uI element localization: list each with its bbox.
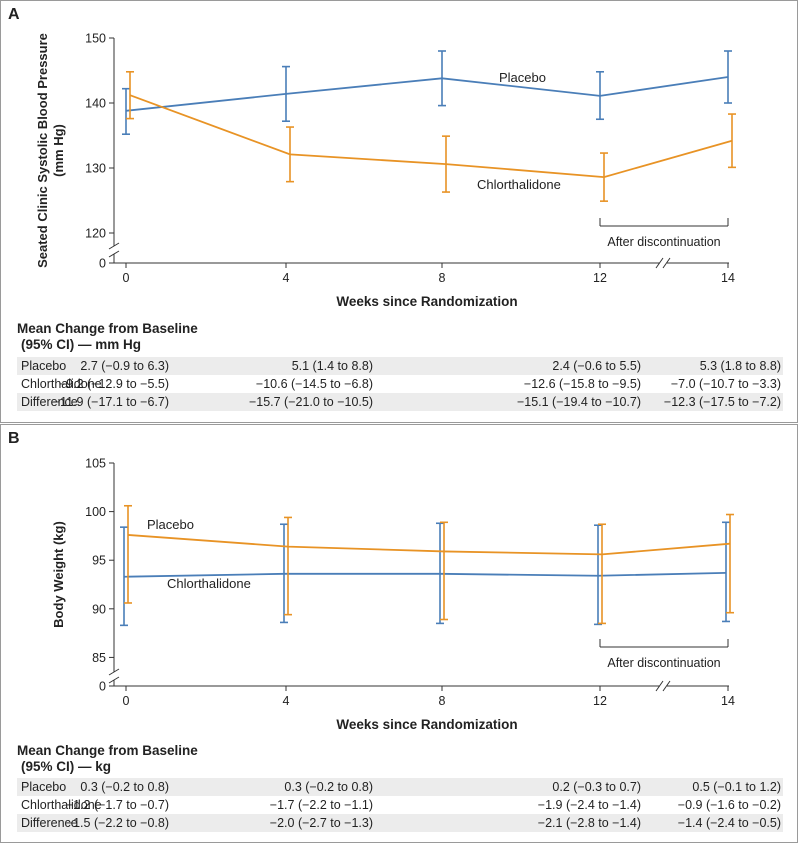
y-tick-label: 120 — [85, 227, 106, 241]
row-label: Difference — [21, 816, 78, 830]
y-tick-label: 105 — [85, 457, 106, 471]
table-cell: −1.9 (−2.4 to −1.4) — [537, 798, 641, 812]
row-label: Chlorthalidone — [21, 377, 102, 391]
table-cell: 2.7 (−0.9 to 6.3) — [80, 359, 169, 373]
x-tick-label: 12 — [593, 271, 607, 285]
y-tick-label: 150 — [85, 32, 106, 46]
panel-b-label: B — [8, 430, 20, 447]
y-tick-label: 0 — [99, 257, 106, 271]
y-axis-break-mark — [108, 242, 120, 250]
table-cell: −2.1 (−2.8 to −1.4) — [537, 816, 641, 830]
panel-b-table-title: Mean Change from Baseline (95% CI) — kg — [17, 743, 198, 775]
annotation-label: After discontinuation — [607, 656, 720, 670]
table-row: Chlorthalidone −1.2 (−1.7 to −0.7) −1.7 … — [17, 796, 783, 814]
panel-a-chart: 120 130 140 150 0 0 4 8 12 14 Weeks since Randomiz… — [35, 32, 736, 309]
table-cell: −15.7 (−21.0 to −10.5) — [248, 395, 373, 409]
panel-a-table-title: Mean Change from Baseline (95% CI) — mm … — [17, 321, 198, 353]
y-tick-label: 95 — [92, 554, 106, 568]
row-label: Placebo — [21, 780, 67, 794]
x-tick-label: 14 — [721, 271, 735, 285]
table-row: Difference −1.5 (−2.2 to −0.8) −2.0 (−2.… — [17, 814, 783, 832]
x-axis-label: Weeks since Randomization — [336, 294, 517, 309]
series-line-placebo — [123, 571, 727, 578]
panel-a-label: A — [8, 6, 20, 23]
y-tick-label: 140 — [85, 97, 106, 111]
panel-a-table: Placebo 2.7 (−0.9 to 6.3) 5.1 (1.4 to 8.… — [17, 357, 783, 411]
row-label: Placebo — [21, 359, 67, 373]
y-axis-label-line: (mm Hg) — [51, 124, 66, 177]
table-row: Chlorthalidone −9.2 (−12.9 to −5.5) −10.… — [17, 375, 783, 393]
x-tick-label: 0 — [123, 694, 130, 708]
x-axis-break-mark — [662, 680, 671, 692]
series-label: Placebo — [147, 517, 194, 532]
y-axis-label-line: Body Weight (kg) — [51, 521, 66, 628]
table-cell: −1.5 (−2.2 to −0.8) — [65, 816, 169, 830]
table-cell: 5.1 (1.4 to 8.8) — [291, 359, 373, 373]
table-cell: −12.6 (−15.8 to −9.5) — [523, 377, 641, 391]
table-cell: 0.3 (−0.2 to 0.8) — [284, 780, 373, 794]
y-axis-break-mark — [108, 250, 120, 258]
table-cell: −10.6 (−14.5 to −6.8) — [255, 377, 373, 391]
panel-b-table: Placebo 0.3 (−0.2 to 0.8) 0.3 (−0.2 to 0… — [17, 778, 783, 832]
table-cell: 2.4 (−0.6 to 5.5) — [552, 359, 641, 373]
y-tick-label: 100 — [85, 505, 106, 519]
x-tick-label: 12 — [593, 694, 607, 708]
y-tick-label: 90 — [92, 602, 106, 616]
table-row: Placebo 2.7 (−0.9 to 6.3) 5.1 (1.4 to 8.… — [17, 357, 783, 375]
table-cell: 0.2 (−0.3 to 0.7) — [552, 780, 641, 794]
row-label: Difference — [21, 395, 78, 409]
table-cell: −1.7 (−2.2 to −1.1) — [269, 798, 373, 812]
table-row: Placebo 0.3 (−0.2 to 0.8) 0.3 (−0.2 to 0… — [17, 778, 783, 796]
panel-a-table-title-line1: Mean Change from Baseline — [17, 321, 198, 336]
x-tick-label: 4 — [283, 694, 290, 708]
panel-b-table-title-line1: Mean Change from Baseline — [17, 743, 198, 758]
x-tick-label: 0 — [123, 271, 130, 285]
x-axis-break-mark — [655, 680, 664, 692]
y-tick-label: 0 — [99, 680, 106, 694]
table-row: Difference −11.9 (−17.1 to −6.7) −15.7 (… — [17, 393, 783, 411]
table-cell: 0.5 (−0.1 to 1.2) — [692, 780, 781, 794]
x-tick-label: 8 — [439, 271, 446, 285]
table-cell: −2.0 (−2.7 to −1.3) — [269, 816, 373, 830]
table-cell: −0.9 (−1.6 to −0.2) — [677, 798, 781, 812]
series-label: Chlorthalidone — [167, 576, 251, 591]
x-axis-label: Weeks since Randomization — [336, 717, 517, 732]
x-tick-label: 8 — [439, 694, 446, 708]
panel-a-table-title-line2: (95% CI) — mm Hg — [21, 337, 142, 352]
table-cell: −7.0 (−10.7 to −3.3) — [670, 377, 781, 391]
series-line-chlorthalidone — [127, 534, 731, 556]
x-axis-break-mark — [662, 257, 671, 269]
y-tick-label: 130 — [85, 162, 106, 176]
x-tick-label: 4 — [283, 271, 290, 285]
series-label: Chlorthalidone — [477, 177, 561, 192]
panel-b-chart: 85 90 95 100 105 0 0 4 8 12 14 Weeks since Randomiz… — [51, 457, 735, 733]
table-cell: 0.3 (−0.2 to 0.8) — [80, 780, 169, 794]
y-axis-break-mark — [108, 668, 120, 676]
panel-a: A 120 130 140 150 0 0 4 8 12 14 Weeks since Random… — [0, 0, 798, 423]
series-label: Placebo — [499, 70, 546, 85]
x-axis-break-mark — [655, 257, 664, 269]
table-cell: −1.4 (−2.4 to −0.5) — [677, 816, 781, 830]
row-label: Chlorthalidone — [21, 798, 102, 812]
series-line-placebo — [125, 76, 729, 112]
table-cell: −15.1 (−19.4 to −10.7) — [516, 395, 641, 409]
x-tick-label: 14 — [721, 694, 735, 708]
panel-b-table-title-line2: (95% CI) — kg — [21, 759, 112, 774]
table-cell: −9.2 (−12.9 to −5.5) — [58, 377, 169, 391]
y-axis-label-line: Seated Clinic Systolic Blood Pressure — [35, 33, 50, 268]
table-cell: −1.2 (−1.7 to −0.7) — [65, 798, 169, 812]
annotation-label: After discontinuation — [607, 235, 720, 249]
table-cell: −11.9 (−17.1 to −6.7) — [52, 395, 169, 409]
y-axis-break-mark — [108, 676, 120, 684]
table-cell: −12.3 (−17.5 to −7.2) — [663, 395, 781, 409]
table-cell: 5.3 (1.8 to 8.8) — [699, 359, 781, 373]
panel-b: B 85 90 95 100 105 0 0 4 8 12 14 Weeks since Random… — [0, 424, 798, 843]
y-tick-label: 85 — [92, 651, 106, 665]
series-line-chlorthalidone — [129, 94, 733, 179]
